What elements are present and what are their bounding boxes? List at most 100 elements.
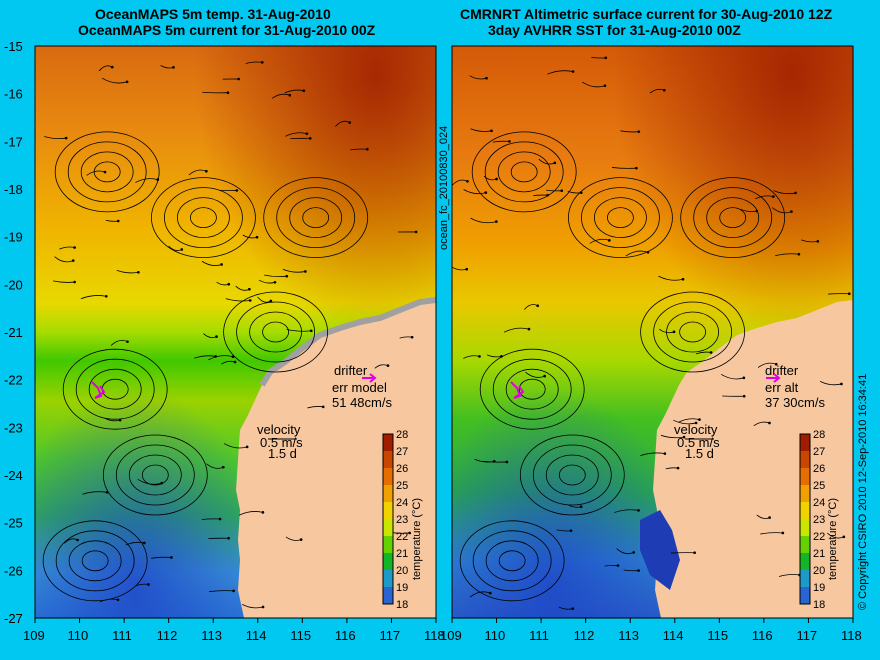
right-drifter-track <box>510 381 525 399</box>
right-cold-bay <box>640 510 680 590</box>
colorbar-tick-label: 25 <box>813 480 825 492</box>
right-current-streamlines <box>452 56 851 611</box>
lat-tick-label: -17 <box>4 134 23 149</box>
current-vector <box>284 89 306 94</box>
current-vector <box>568 504 583 509</box>
eddy-streamline <box>706 197 760 239</box>
eddy-streamline <box>607 207 634 229</box>
colorbar-tick-label: 18 <box>396 599 408 611</box>
lat-tick-label: -26 <box>4 563 23 578</box>
current-vector <box>104 417 122 422</box>
current-vector <box>282 268 307 273</box>
current-vector <box>271 93 292 99</box>
left-colorbar-label: temperature (°C) <box>411 498 423 580</box>
current-vector <box>463 355 481 359</box>
current-vector <box>202 91 230 95</box>
colorbar-segment <box>383 519 393 537</box>
current-vector <box>242 234 259 239</box>
current-vector <box>110 340 129 346</box>
current-vector <box>659 328 676 334</box>
right-err-value: 37 30cm/s <box>765 395 825 410</box>
left-title-line1: OceanMAPS 5m temp. 31-Aug-2010 <box>95 6 331 22</box>
colorbar-tick-label: 24 <box>813 497 825 509</box>
current-vector <box>223 443 249 449</box>
eddy-streamline <box>518 378 546 400</box>
eddy-streamline <box>88 368 142 410</box>
eddy-streamline <box>484 141 564 203</box>
left-coast-shelf <box>259 297 436 387</box>
current-vector <box>203 333 218 338</box>
left-err-label: err model <box>332 380 387 395</box>
current-vector <box>285 536 303 541</box>
current-vector <box>546 189 564 193</box>
colorbar-segment <box>383 570 393 588</box>
current-vector <box>604 564 620 567</box>
current-vector <box>160 65 175 69</box>
eddy-streamline <box>55 530 135 592</box>
eddy-streamline <box>471 131 577 213</box>
colorbar-segment <box>800 519 810 537</box>
current-vector <box>827 532 846 539</box>
lat-tick-label: -18 <box>4 182 23 197</box>
colorbar-segment <box>383 434 393 452</box>
current-vector <box>264 274 289 278</box>
colorbar-tick-label: 21 <box>396 548 408 560</box>
lon-tick-label: 116 <box>752 628 773 643</box>
right-velocity-days: 1.5 d <box>685 446 714 461</box>
current-vector <box>660 434 686 439</box>
lon-tick-label: 111 <box>529 628 549 643</box>
lon-tick-label: 109 <box>23 628 45 643</box>
lat-tick-label: -24 <box>4 468 23 483</box>
right-velocity-scale: 0.5 m/s <box>677 435 720 450</box>
current-vector <box>533 193 550 197</box>
eddy-streamline <box>479 348 585 430</box>
current-vector <box>168 245 184 251</box>
colorbar-segment <box>800 502 810 520</box>
current-vector <box>116 270 140 274</box>
current-vector <box>492 140 511 143</box>
eddy-streamline <box>289 197 343 239</box>
colorbar-segment <box>800 485 810 503</box>
colorbar-segment <box>800 536 810 554</box>
lat-tick-label: -23 <box>4 420 23 435</box>
current-vector <box>525 371 546 378</box>
current-vector <box>209 589 235 593</box>
colorbar-tick-label: 23 <box>813 514 825 526</box>
eddy-streamline <box>67 141 147 203</box>
left-velocity-label: velocity <box>257 422 301 437</box>
lat-tick-label: -15 <box>4 39 23 54</box>
eddy-streamline <box>102 434 208 516</box>
lon-tick-label: 112 <box>574 628 595 643</box>
current-vector <box>238 511 265 516</box>
current-vector <box>206 463 225 469</box>
eddy-streamline <box>141 464 169 486</box>
lon-tick-label: 115 <box>707 628 728 643</box>
forecast-id-label: ocean_fc_20100830_024 <box>438 126 450 250</box>
current-vector <box>150 556 173 559</box>
right-title-line1: CMRNRT Altimetric surface current for 30… <box>460 6 833 22</box>
current-vector <box>801 239 820 243</box>
eddy-streamline <box>80 151 134 193</box>
current-vector <box>640 452 667 457</box>
right-frame <box>451 45 854 619</box>
eddy-streamline <box>568 177 673 259</box>
lon-tick-label: 113 <box>201 628 222 643</box>
current-vector <box>504 327 531 333</box>
lon-tick-label: 117 <box>379 628 400 643</box>
current-vector <box>695 351 713 355</box>
current-vector <box>740 208 759 213</box>
lon-tick-label: 116 <box>335 628 356 643</box>
current-vector <box>125 541 146 546</box>
lon-tick-label: 114 <box>663 628 684 643</box>
current-vector <box>208 355 235 361</box>
current-vector <box>582 81 607 88</box>
current-vector <box>470 128 493 133</box>
current-vector <box>616 548 636 555</box>
current-vector <box>335 120 352 127</box>
eddy-streamline <box>485 540 539 582</box>
current-vector <box>54 256 75 263</box>
colorbar-tick-label: 27 <box>813 446 825 458</box>
eddy-streamline <box>262 321 290 343</box>
current-vector <box>771 207 793 214</box>
lon-tick-label: 110 <box>68 628 89 643</box>
